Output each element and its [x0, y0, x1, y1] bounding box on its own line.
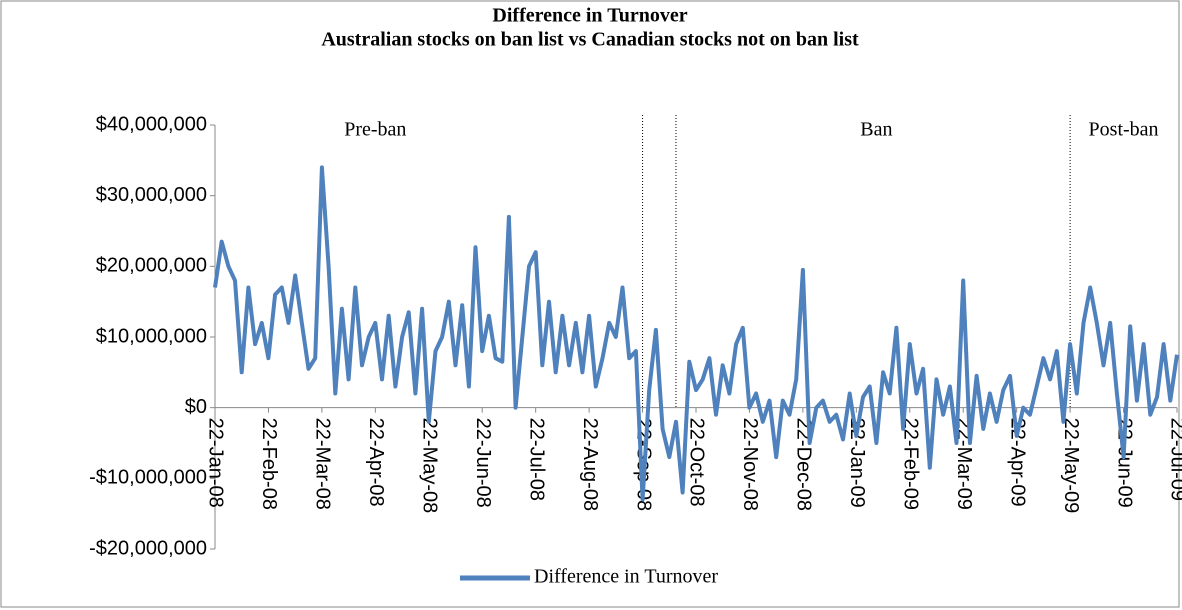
series-line [213, 165, 1179, 502]
x-tick-label: 22-Jun-08 [472, 418, 494, 508]
y-tick-label: -$20,000,000 [89, 537, 207, 559]
x-tick-label: 22-Jun-09 [1113, 418, 1135, 508]
x-tick-label: 22-Jul-09 [1167, 418, 1182, 501]
x-tick-label: 22-Nov-08 [739, 418, 761, 511]
x-tick-label: 22-Mar-08 [312, 418, 334, 510]
x-tick-label: 22-May-09 [1060, 418, 1082, 514]
x-tick-label: 22-Aug-08 [579, 418, 601, 511]
x-tick-label: 22-Jul-08 [525, 418, 547, 501]
x-tick-label: 22-May-08 [418, 418, 440, 514]
x-tick-label: 22-Apr-09 [1006, 418, 1028, 507]
chart-subtitle: Australian stocks on ban list vs Canadia… [321, 29, 859, 51]
x-tick-label: 22-Apr-08 [365, 418, 387, 507]
x-tick-label: 22-Oct-08 [686, 418, 708, 507]
y-tick-label: $10,000,000 [96, 325, 207, 347]
y-tick-label: $40,000,000 [96, 113, 207, 135]
y-tick-label: $0 [185, 396, 207, 418]
x-tick-label: 22-Jan-08 [205, 418, 227, 508]
y-tick-label: $30,000,000 [96, 184, 207, 206]
y-tick-label: $20,000,000 [96, 255, 207, 277]
annotation: Post-ban [1089, 119, 1159, 141]
chart-title: Difference in Turnover [492, 5, 687, 27]
x-tick-label: 22-Feb-09 [899, 418, 921, 510]
annotation: Ban [860, 119, 892, 141]
y-tick-label: -$10,000,000 [89, 467, 207, 489]
annotation: Pre-ban [344, 119, 406, 141]
x-tick-label: 22-Feb-08 [258, 418, 280, 510]
x-tick-label: 22-Jan-09 [846, 418, 868, 508]
legend-label: Difference in Turnover [534, 566, 718, 588]
